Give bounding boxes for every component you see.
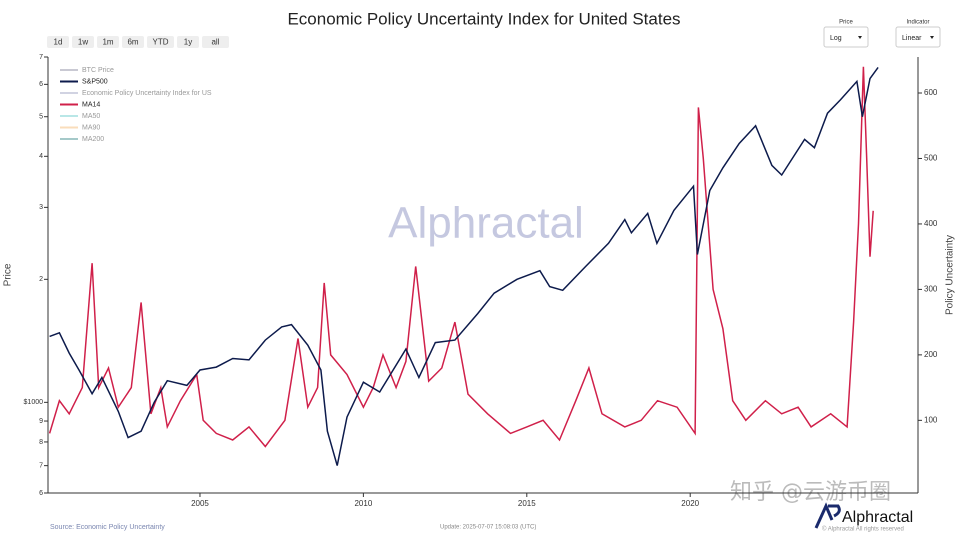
copyright: © Alphractal All rights reserved	[822, 526, 904, 533]
legend-label[interactable]: MA200	[82, 136, 104, 143]
update: Update: 2025-07-07 15:08:03 (UTC)	[440, 525, 536, 531]
y2-tick-label: 600	[924, 88, 938, 97]
dropdown[interactable]	[895, 26, 941, 48]
dropdown-arrow	[858, 36, 862, 39]
y2-tick-label: 500	[924, 154, 938, 163]
range-button-label[interactable]: 6m	[127, 38, 138, 47]
x-tick-label: 2020	[681, 499, 699, 508]
range-button[interactable]	[97, 36, 119, 48]
dropdown-value[interactable]: Linear	[902, 35, 922, 42]
series-line	[48, 66, 874, 448]
range-button-label[interactable]: 1y	[184, 38, 192, 47]
range-button-label[interactable]: 1m	[102, 38, 113, 47]
y-tick-label: 5	[39, 114, 43, 121]
range-button[interactable]	[147, 36, 174, 48]
logo-icon	[814, 502, 841, 529]
control-label: Price	[839, 20, 853, 26]
legend-label[interactable]: S&P500	[82, 78, 108, 85]
range-button-label[interactable]: 1w	[78, 38, 88, 47]
legend-label[interactable]: MA50	[82, 113, 100, 120]
y2-tick-label: 400	[924, 219, 938, 228]
range-button[interactable]	[177, 36, 199, 48]
legend-label[interactable]: MA14	[82, 101, 100, 108]
series-line	[49, 66, 879, 466]
x-tick-label: 2005	[191, 499, 209, 508]
legend-label[interactable]: MA90	[82, 124, 100, 131]
y-tick-label: 2	[39, 276, 43, 283]
chart-title: Economic Policy Uncertainty Index for Un…	[287, 9, 680, 28]
y-axis-label: Price	[3, 263, 14, 286]
y-tick-label: 8	[39, 439, 43, 446]
y-tick-label: 9	[39, 418, 43, 425]
y2-tick-label: 100	[924, 415, 938, 424]
x-tick-label: 2010	[354, 499, 372, 508]
y2-tick-label: 200	[924, 350, 938, 359]
range-button-label[interactable]: 1d	[54, 38, 63, 47]
watermark: Alphractal	[388, 199, 584, 248]
y-tick-label: 7	[39, 462, 43, 469]
range-button-label[interactable]: YTD	[153, 38, 169, 47]
range-button[interactable]	[122, 36, 144, 48]
logo: Alphractal	[842, 509, 913, 526]
y-tick-label: 7	[39, 54, 43, 61]
dropdown-value[interactable]: Log	[830, 35, 842, 42]
source: Source: Economic Policy Uncertainty	[50, 524, 165, 531]
range-button[interactable]	[47, 36, 69, 48]
y-tick-label: $1000	[24, 399, 44, 406]
range-button[interactable]	[202, 36, 229, 48]
range-button-label[interactable]: all	[211, 38, 219, 47]
y-tick-label: 6	[39, 81, 43, 88]
x-tick-label: 2015	[518, 499, 536, 508]
y-tick-label: 3	[39, 204, 43, 211]
y2-axis-label: Policy Uncertainty	[945, 235, 956, 315]
y2-tick-label: 300	[924, 285, 938, 294]
dropdown[interactable]	[823, 26, 869, 48]
control-label: Indicator	[906, 20, 929, 26]
y-tick-label: 4	[39, 153, 43, 160]
legend-label[interactable]: BTC Price	[82, 67, 114, 74]
y-tick-label: 6	[39, 490, 43, 497]
legend-label[interactable]: Economic Policy Uncertainty Index for US	[82, 90, 212, 97]
range-button[interactable]	[72, 36, 94, 48]
dropdown-arrow	[930, 36, 934, 39]
